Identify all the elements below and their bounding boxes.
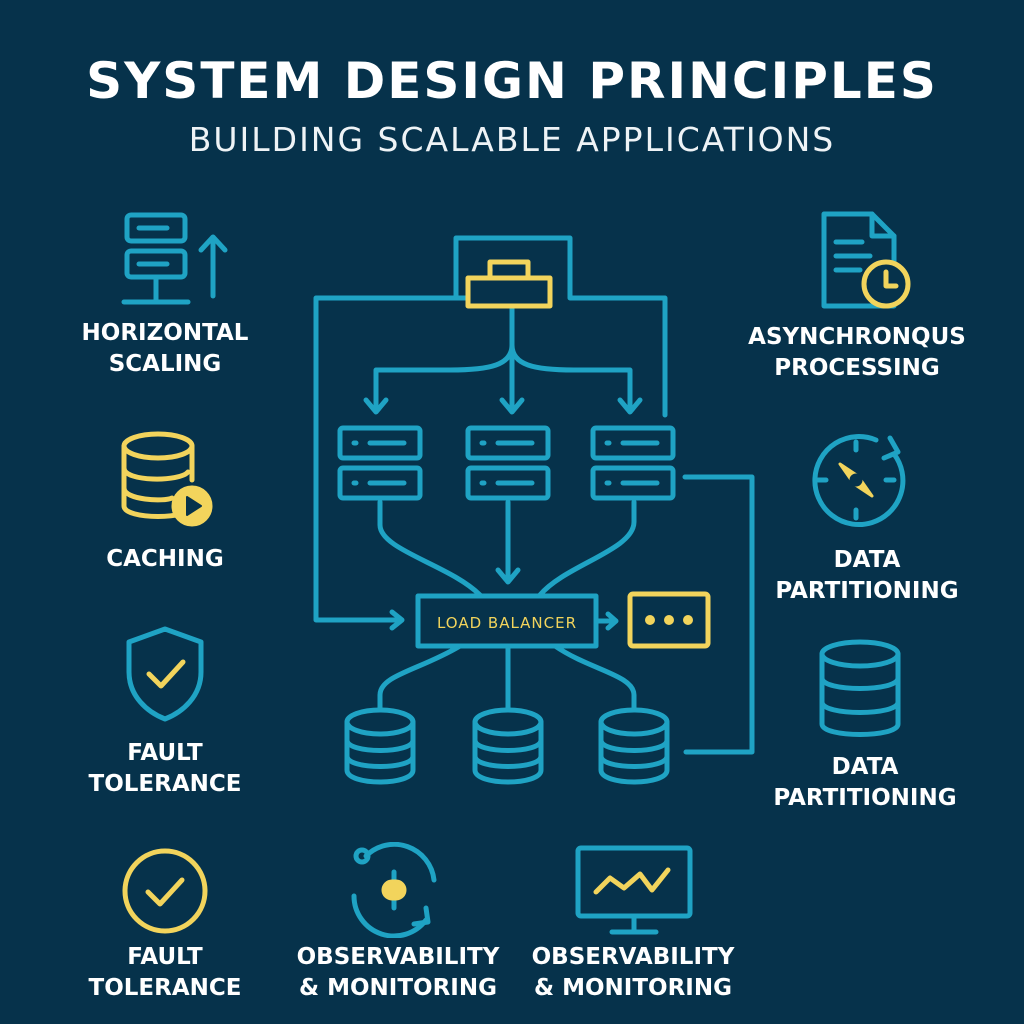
outer-loop-connector: [453, 235, 668, 418]
principle-label-asynchronous-processing: ASYNCHRONQUS PROCESSING: [748, 324, 966, 381]
client-icon: [465, 259, 553, 309]
principle-label-data-partitioning-2: DATA PARTITIONING: [773, 754, 957, 811]
server-icon-right: [590, 425, 676, 501]
load-balancer-box: [415, 593, 599, 649]
left-loop-arrowhead: [389, 609, 405, 631]
server-icon-left: [337, 425, 423, 501]
page-subtitle: BUILDING SCALABLE APPLICATIONS: [188, 120, 836, 159]
document-clock-icon: [821, 211, 911, 309]
server-stack-arrow-icon: [121, 212, 228, 305]
database-icon-middle: [472, 707, 544, 785]
principle-label-caching: CACHING: [106, 546, 224, 572]
principle-label-observability-2: OBSERVABILITY & MONITORING: [531, 944, 735, 1001]
principle-label-observability: OBSERVABILITY & MONITORING: [296, 944, 500, 1001]
shield-check-icon: [126, 626, 204, 722]
principle-label-data-partitioning: DATA PARTITIONING: [775, 547, 959, 604]
server-icon-middle: [465, 425, 551, 501]
left-loop-connector: [313, 295, 471, 623]
monitor-chart-icon: [575, 845, 693, 935]
right-loop-connector: [682, 474, 755, 755]
database-icon-right: [598, 707, 670, 785]
message-icon: [627, 591, 711, 649]
database-play-icon: [121, 431, 213, 527]
principle-label-horizontal-scaling: HORIZONTAL SCALING: [81, 320, 249, 377]
principle-label-fault-tolerance-2: FAULT TOLERANCE: [88, 944, 242, 1001]
load-balancer-label: LOAD BALANCER: [437, 614, 577, 632]
check-circle-icon: [122, 848, 208, 934]
database-icon: [819, 639, 901, 737]
principle-label-fault-tolerance: FAULT TOLERANCE: [88, 740, 242, 797]
compass-icon: [812, 434, 906, 528]
cycle-icon: [351, 842, 437, 938]
database-icon-left: [344, 707, 416, 785]
page-title: SYSTEM DESIGN PRINCIPLES: [86, 52, 938, 110]
architecture-diagram: LOAD BALANCER: [313, 235, 755, 785]
